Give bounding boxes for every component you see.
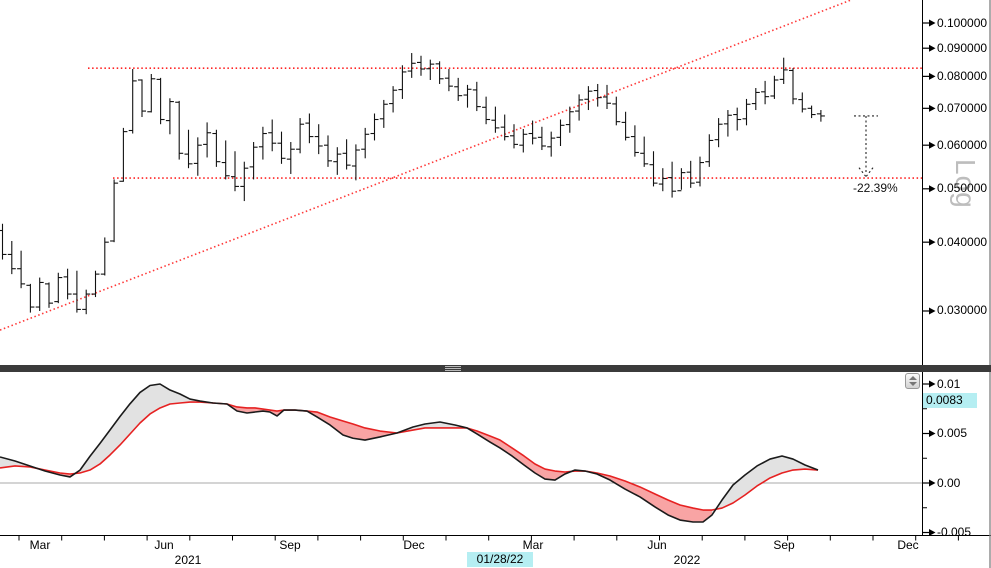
price-axis-label-7: 0.030000 <box>937 303 988 318</box>
x-axis-month-label-1: Jun <box>154 538 174 552</box>
price-axis-label-6: 0.040000 <box>937 234 988 249</box>
price-bars <box>0 53 825 315</box>
indicator-axis-label-3: -0.005 <box>937 525 972 539</box>
indicator-axis-label-2: 0.00 <box>937 475 961 490</box>
price-axis-label-0: 0.100000 <box>937 15 988 30</box>
x-axis-month-label-5: Jun <box>647 538 667 552</box>
axis-stepper-icon[interactable] <box>905 373 920 389</box>
x-axis-month-label-3: Dec <box>403 538 425 552</box>
price-axis-label-2: 0.080000 <box>937 68 988 83</box>
price-axis-label-3: 0.070000 <box>937 100 988 115</box>
x-axis-month-label-2: Sep <box>279 538 301 552</box>
indicator-axis-label-0: 0.01 <box>937 376 961 391</box>
stepper-down-icon[interactable] <box>908 382 917 386</box>
indicator-value-marker: 0.0083 <box>923 393 977 409</box>
x-axis-month-label-7: Dec <box>897 538 919 552</box>
indicator-axis-label-1: 0.005 <box>937 426 968 440</box>
x-axis-month-label-0: Mar <box>29 538 51 552</box>
price-axis-label-1: 0.090000 <box>937 40 988 55</box>
x-axis-month-label-6: Sep <box>773 538 795 552</box>
stepper-up-icon[interactable] <box>908 376 917 380</box>
measurement-arrow[interactable] <box>854 115 878 178</box>
price-axis-label-4: 0.060000 <box>937 137 988 152</box>
price-axis-label-5: 0.050000 <box>937 181 988 196</box>
panel-divider[interactable] <box>0 365 991 372</box>
divider-grip-icon[interactable] <box>445 366 461 371</box>
x-axis-month-label-4: Mar <box>522 538 544 552</box>
trend-lines[interactable] <box>0 0 922 331</box>
x-axis-year-label-1: 2022 <box>673 552 701 567</box>
x-axis-year-label-0: 2021 <box>174 552 202 567</box>
measurement-percent-label: -22.39% <box>853 180 898 195</box>
selected-date-marker: 01/28/22 <box>467 552 533 567</box>
indicator-series <box>0 383 922 523</box>
